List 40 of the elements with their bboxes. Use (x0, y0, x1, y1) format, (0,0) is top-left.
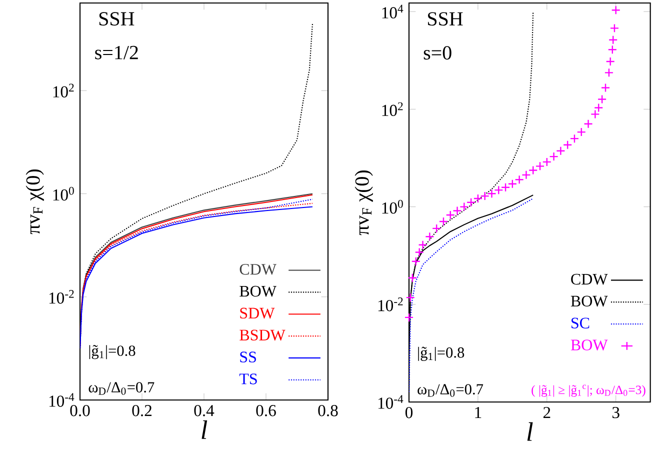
annotation: SSH (428, 12, 463, 26)
legend-label: BOW (240, 286, 276, 297)
legend-label: CDW (571, 274, 608, 285)
x-tick-label: 1 (475, 406, 482, 418)
legend-label: TS (239, 374, 257, 384)
legend-label: CDW (240, 264, 276, 275)
annotation: s=0 (424, 46, 452, 60)
x-tick-label: 0 (405, 406, 413, 418)
annotation: |g̃$_{1}$|=0.8 (89, 344, 136, 360)
y-axis-title: πv$_{F}$ χ(0) (26, 170, 44, 234)
y-axis-title: πv$_{F}$ χ(0) (354, 170, 373, 236)
y-tick-label: 10$^{2}$ (53, 84, 74, 98)
annotation: ω$_{D}$/Δ$_{0}$=0.7 (418, 384, 484, 397)
legend-label: BOW (570, 340, 608, 350)
legend-label: BOW (570, 296, 608, 307)
legend-label: SS (240, 352, 256, 362)
annotation: SSH (99, 12, 134, 26)
annotation: |g̃$_{1}$|=0.8 (418, 346, 464, 361)
y-tick-label: 10$^{0}$ (382, 200, 403, 214)
legend-label: BSDW (240, 330, 286, 341)
y-tick-label: 10$^{-2}$ (49, 290, 74, 304)
x-tick-label: 0.0 (70, 404, 90, 416)
annotation: s=1/2 (95, 46, 138, 60)
y-tick-label: 10$^{-2}$ (378, 298, 403, 312)
x-tick-label: 3 (612, 406, 620, 418)
x-tick-label: 0.6 (256, 404, 276, 416)
legend-label: SC (572, 318, 590, 328)
legend-label: SDW (240, 308, 275, 319)
y-tick-label: 10$^{-4}$ (378, 395, 404, 409)
x-axis-title: l (527, 422, 533, 441)
x-tick-label: 0.4 (194, 404, 214, 416)
x-tick-label: 2 (543, 406, 550, 418)
x-tick-label: 0.2 (132, 404, 152, 416)
x-axis-title: l (202, 420, 208, 439)
y-tick-label: 10$^{2}$ (382, 102, 403, 116)
y-tick-label: 10$^{4}$ (382, 4, 404, 18)
text: ( |g̃$_{1}$| ≥ |g̃$_{1}$$^{c}$|; ω$_{D}$/Δ$_{0}$=3) (532, 384, 646, 397)
annotation: ω$_{D}$/Δ$_{0}$=0.7 (88, 382, 154, 395)
y-tick-label: 10$^{0}$ (53, 186, 74, 201)
x-tick-label: 0.8 (318, 404, 338, 416)
